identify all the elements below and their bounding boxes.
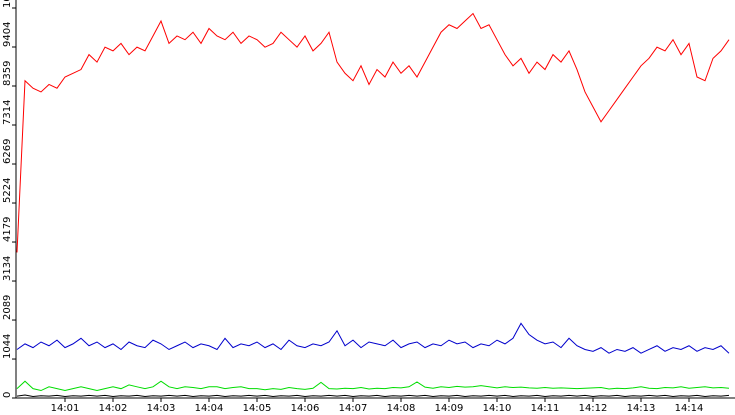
y-tick-label: 7314 bbox=[2, 100, 13, 125]
x-tick-label: 14:06 bbox=[291, 403, 320, 414]
x-tick-label: 14:08 bbox=[387, 403, 416, 414]
y-tick-label: 3134 bbox=[2, 256, 13, 281]
series-line bbox=[16, 394, 730, 398]
y-tick-label: 6269 bbox=[2, 139, 13, 164]
y-tick-label: 8359 bbox=[2, 61, 13, 86]
x-tick-label: 14:02 bbox=[99, 403, 128, 414]
y-tick-label: 4179 bbox=[2, 217, 13, 242]
y-tick-label: 1044 bbox=[2, 334, 13, 359]
x-tick-label: 14:13 bbox=[627, 403, 656, 414]
x-tick-label: 14:14 bbox=[675, 403, 704, 414]
x-tick-label: 14:01 bbox=[51, 403, 80, 414]
x-tick-label: 14:12 bbox=[579, 403, 608, 414]
series-line bbox=[16, 322, 730, 354]
x-tick-label: 14:09 bbox=[435, 403, 464, 414]
x-tick-label: 14:11 bbox=[531, 403, 560, 414]
x-tick-label: 14:05 bbox=[243, 403, 272, 414]
y-tick-label: 2089 bbox=[2, 295, 13, 320]
y-tick-label: 9404 bbox=[2, 22, 13, 47]
series-line bbox=[16, 380, 730, 392]
series-line bbox=[16, 12, 730, 253]
y-tick-label: 5224 bbox=[2, 178, 13, 203]
y-tick-label: 0 bbox=[2, 392, 13, 398]
x-tick-label: 14:07 bbox=[339, 403, 368, 414]
x-tick-label: 14:04 bbox=[195, 403, 224, 414]
x-tick-label: 14:10 bbox=[483, 403, 512, 414]
y-tick-label: 10449 bbox=[2, 0, 13, 8]
x-tick-label: 14:03 bbox=[147, 403, 176, 414]
